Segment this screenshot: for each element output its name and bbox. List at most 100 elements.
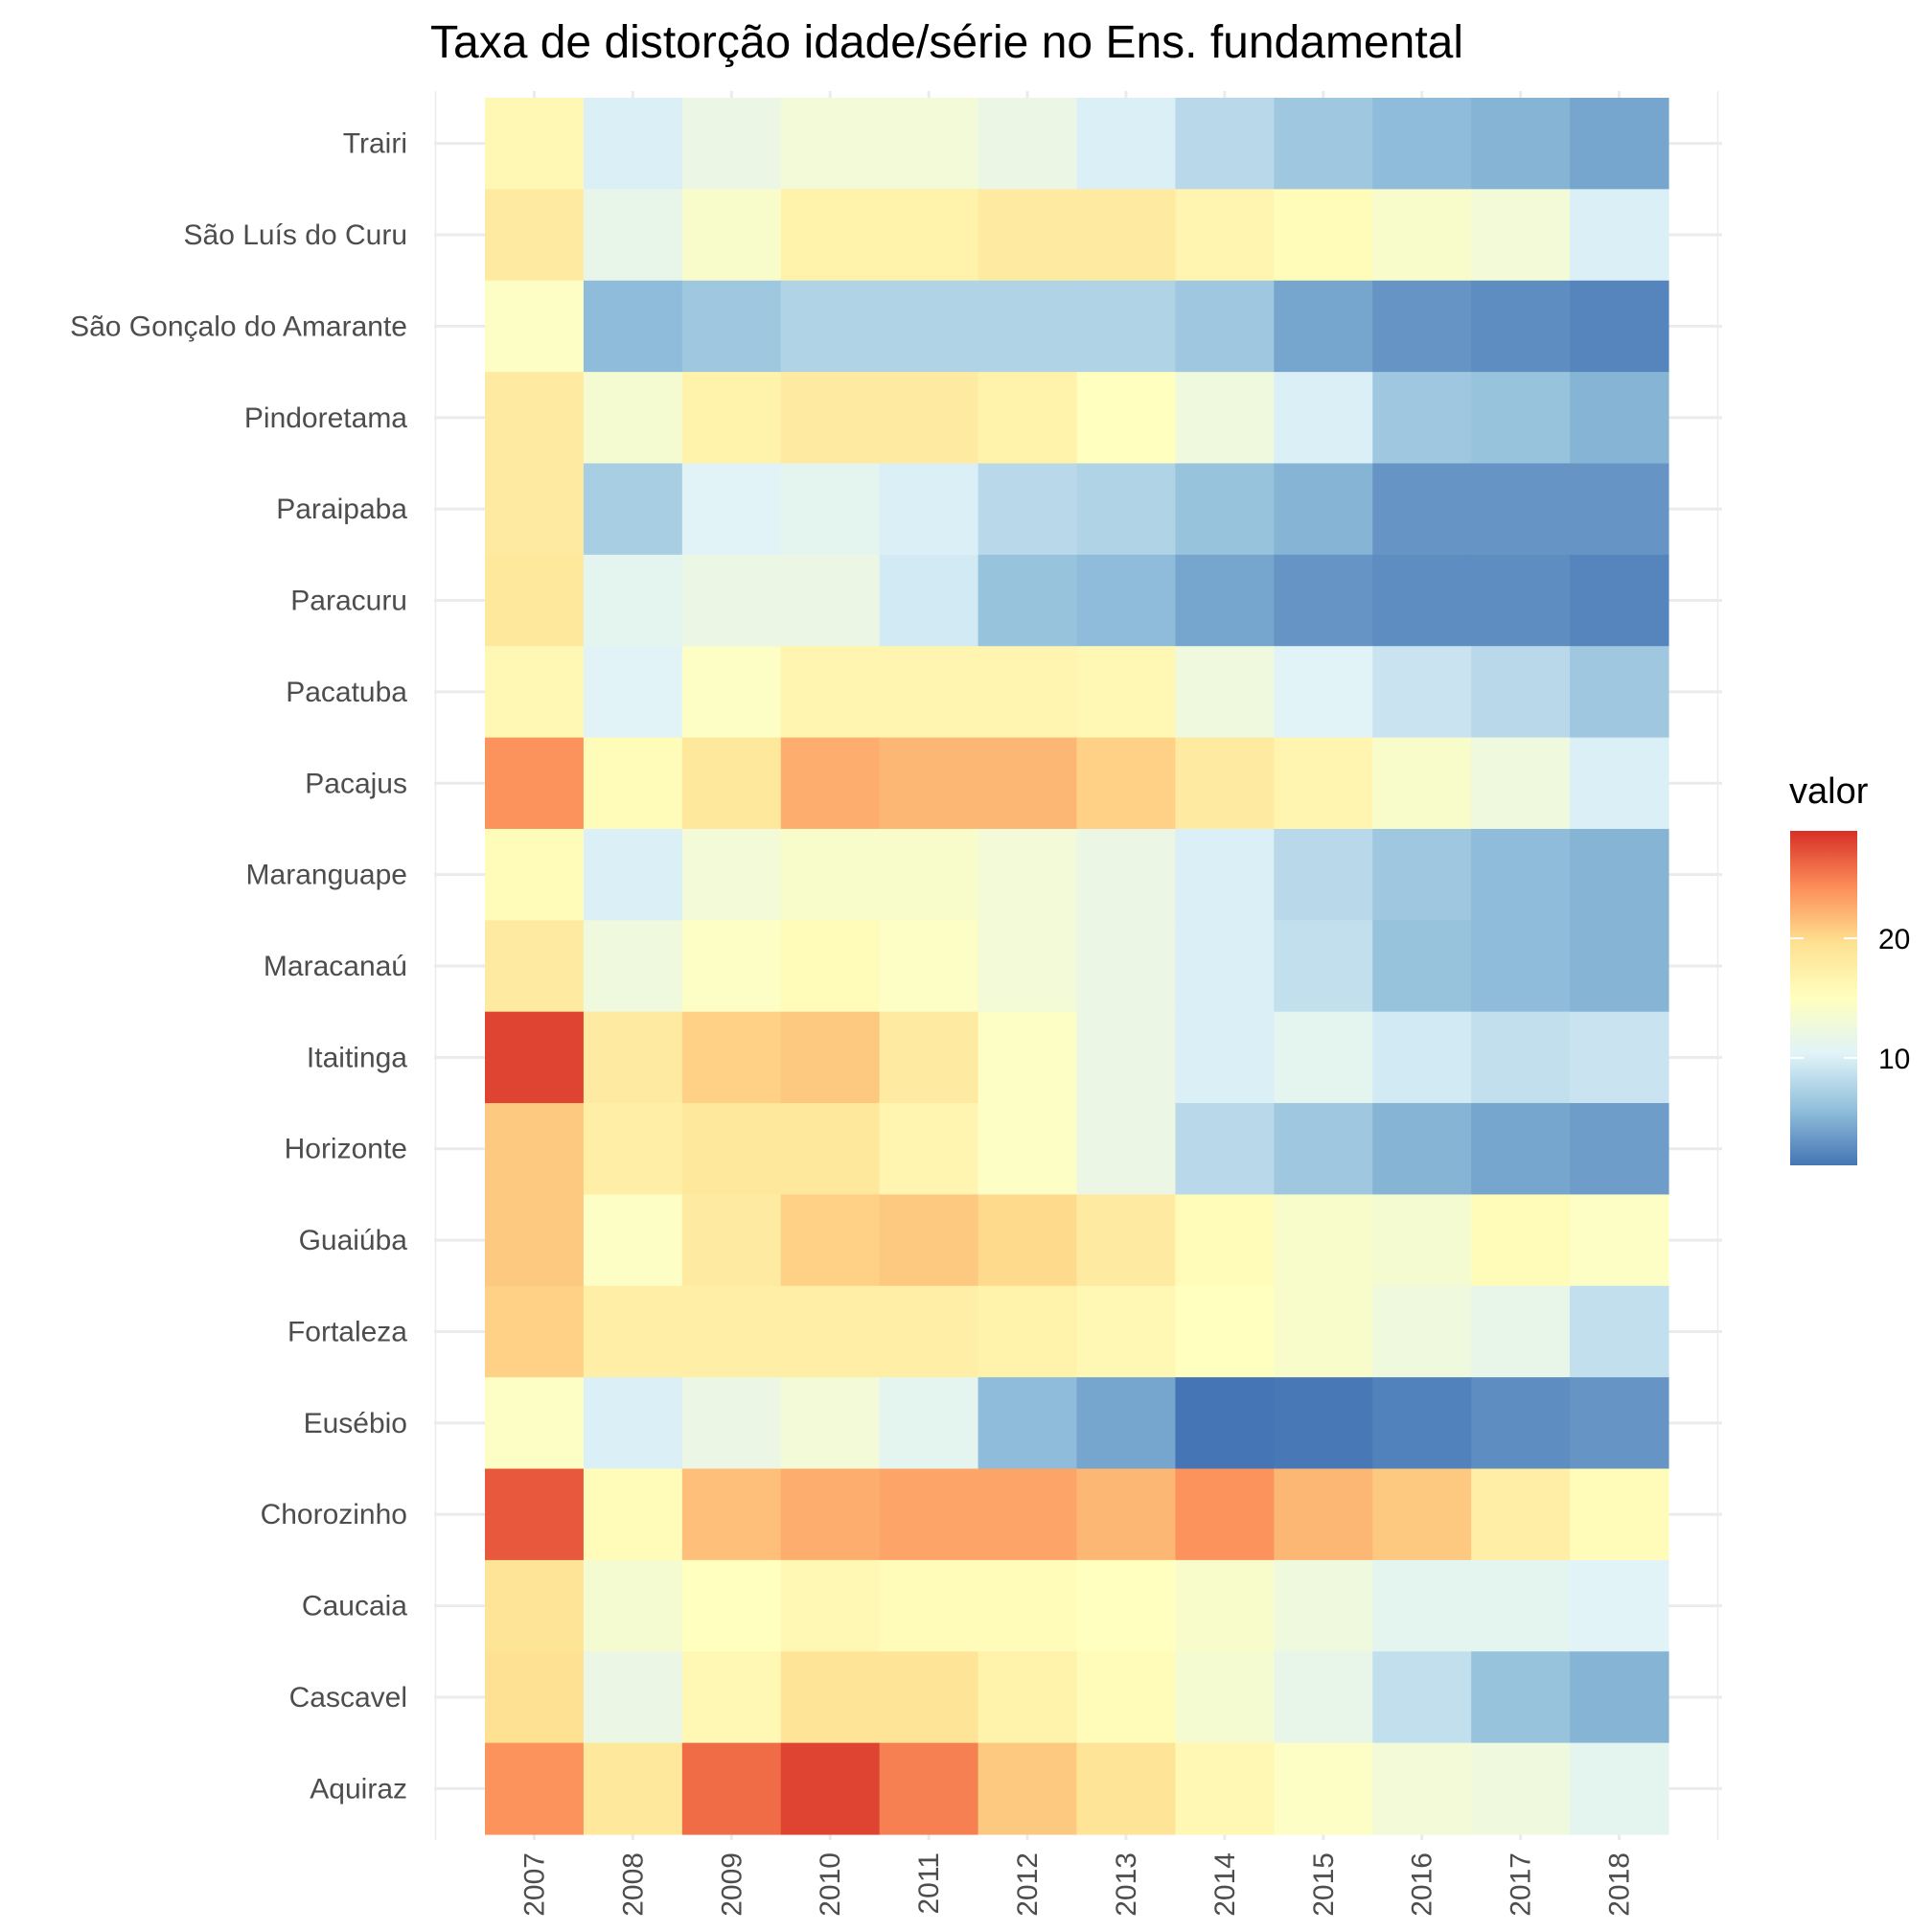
heatmap-cell-cascavel-2008 bbox=[583, 1651, 683, 1744]
heatmap-cell-itaitinga-2011 bbox=[879, 1011, 979, 1104]
heatmap-cell-itaitinga-2014 bbox=[1175, 1011, 1275, 1104]
heatmap-cell-pacajus-2014 bbox=[1175, 737, 1275, 830]
heatmap-cell-maranguape-2012 bbox=[978, 828, 1078, 921]
heatmap-cell-guaiuba-2017 bbox=[1471, 1194, 1571, 1287]
y-tick-label-chorozinho: Chorozinho bbox=[261, 1499, 407, 1530]
heatmap-cell-paraipaba-2012 bbox=[978, 463, 1078, 556]
heatmap-cell-aquiraz-2011 bbox=[879, 1742, 979, 1835]
heatmap-cell-maracanau-2007 bbox=[485, 920, 585, 1013]
heatmap-cell-maranguape-2017 bbox=[1471, 828, 1571, 921]
heatmap-cell-trairi-2018 bbox=[1570, 98, 1669, 190]
heatmap-cell-guaiuba-2010 bbox=[780, 1194, 881, 1287]
heatmap-cell-maracanau-2016 bbox=[1372, 920, 1472, 1013]
chart-title: Taxa de distorção idade/série no Ens. fu… bbox=[430, 17, 1463, 68]
heatmap-cell-sao-goncalo-do-amarante-2007 bbox=[485, 280, 585, 373]
legend-colorbar bbox=[1790, 831, 1857, 1165]
heatmap-cell-chorozinho-2018 bbox=[1570, 1468, 1669, 1561]
heatmap-cell-paraipaba-2017 bbox=[1471, 463, 1571, 556]
x-tick-label-2015: 2015 bbox=[1308, 1852, 1340, 1917]
heatmap-cell-pindoretama-2009 bbox=[681, 372, 782, 465]
heatmap-cell-fortaleza-2008 bbox=[583, 1285, 683, 1378]
y-tick-label-sao-luis-do-curu: São Luís do Curu bbox=[184, 219, 407, 251]
heatmap-cell-caucaia-2012 bbox=[978, 1559, 1078, 1652]
heatmap-cell-paracuru-2016 bbox=[1372, 554, 1472, 647]
x-tick-label-2007: 2007 bbox=[518, 1852, 550, 1917]
heatmap-cell-pindoretama-2008 bbox=[583, 372, 683, 465]
heatmap-cell-trairi-2012 bbox=[978, 98, 1078, 190]
heatmap-cell-maranguape-2010 bbox=[780, 828, 881, 921]
heatmap-cell-eusebio-2016 bbox=[1372, 1377, 1472, 1470]
heatmap-cell-maranguape-2014 bbox=[1175, 828, 1275, 921]
heatmap-cell-paraipaba-2016 bbox=[1372, 463, 1472, 556]
heatmap-cell-pindoretama-2016 bbox=[1372, 372, 1472, 465]
color-legend: valor 10 20 bbox=[1789, 771, 1910, 1165]
heatmap-cell-horizonte-2016 bbox=[1372, 1103, 1472, 1196]
heatmap-cell-pacatuba-2009 bbox=[681, 646, 782, 739]
heatmap-cell-paracuru-2007 bbox=[485, 554, 585, 647]
heatmap-cell-sao-luis-do-curu-2015 bbox=[1274, 189, 1373, 282]
y-tick-label-sao-goncalo-do-amarante: São Gonçalo do Amarante bbox=[70, 310, 407, 342]
legend-tick-label-20: 20 bbox=[1878, 924, 1910, 955]
heatmap-cell-sao-luis-do-curu-2009 bbox=[681, 189, 782, 282]
legend-tick-label-10: 10 bbox=[1878, 1044, 1910, 1075]
x-tick-label-2012: 2012 bbox=[1012, 1852, 1044, 1917]
heatmap-cell-pacatuba-2017 bbox=[1471, 646, 1571, 739]
y-tick-label-itaitinga: Itaitinga bbox=[307, 1042, 407, 1073]
heatmap-cell-fortaleza-2014 bbox=[1175, 1285, 1275, 1378]
x-tick-label-2009: 2009 bbox=[716, 1852, 748, 1917]
heatmap-cell-maranguape-2013 bbox=[1076, 828, 1177, 921]
heatmap-cell-maranguape-2009 bbox=[681, 828, 782, 921]
heatmap-cell-pindoretama-2010 bbox=[780, 372, 881, 465]
heatmap-cell-trairi-2011 bbox=[879, 98, 979, 190]
heatmap-cell-aquiraz-2016 bbox=[1372, 1742, 1472, 1835]
heatmap-cell-cascavel-2018 bbox=[1570, 1651, 1669, 1744]
heatmap-cell-pacajus-2015 bbox=[1274, 737, 1373, 830]
heatmap-cell-caucaia-2007 bbox=[485, 1559, 585, 1652]
heatmap-cell-cascavel-2014 bbox=[1175, 1651, 1275, 1744]
heatmap-cell-fortaleza-2016 bbox=[1372, 1285, 1472, 1378]
heatmap-cell-paraipaba-2015 bbox=[1274, 463, 1373, 556]
heatmap-cell-fortaleza-2017 bbox=[1471, 1285, 1571, 1378]
heatmap-cell-pacatuba-2015 bbox=[1274, 646, 1373, 739]
heatmap-cell-sao-goncalo-do-amarante-2010 bbox=[780, 280, 881, 373]
heatmap-cell-chorozinho-2012 bbox=[978, 1468, 1078, 1561]
heatmap-cell-sao-goncalo-do-amarante-2018 bbox=[1570, 280, 1669, 373]
heatmap-cell-eusebio-2007 bbox=[485, 1377, 585, 1470]
y-tick-label-eusebio: Eusébio bbox=[304, 1408, 407, 1439]
heatmap-cell-pacatuba-2010 bbox=[780, 646, 881, 739]
heatmap-cell-itaitinga-2009 bbox=[681, 1011, 782, 1104]
heatmap-cell-eusebio-2008 bbox=[583, 1377, 683, 1470]
heatmap-cell-maranguape-2015 bbox=[1274, 828, 1373, 921]
heatmap-cell-sao-luis-do-curu-2016 bbox=[1372, 189, 1472, 282]
heatmap-cell-chorozinho-2010 bbox=[780, 1468, 881, 1561]
heatmap-cell-aquiraz-2017 bbox=[1471, 1742, 1571, 1835]
heatmap-cell-trairi-2007 bbox=[485, 98, 585, 190]
heatmap-cell-guaiuba-2014 bbox=[1175, 1194, 1275, 1287]
heatmap-cell-trairi-2009 bbox=[681, 98, 782, 190]
heatmap-cell-maracanau-2017 bbox=[1471, 920, 1571, 1013]
heatmap-cell-maranguape-2016 bbox=[1372, 828, 1472, 921]
heatmap-cell-horizonte-2007 bbox=[485, 1103, 585, 1196]
heatmap-cell-sao-goncalo-do-amarante-2009 bbox=[681, 280, 782, 373]
heatmap-cell-sao-luis-do-curu-2008 bbox=[583, 189, 683, 282]
heatmap-cell-aquiraz-2013 bbox=[1076, 1742, 1177, 1835]
y-tick-label-maranguape: Maranguape bbox=[246, 860, 407, 891]
heatmap-cell-paracuru-2010 bbox=[780, 554, 881, 647]
heatmap-cell-pacatuba-2011 bbox=[879, 646, 979, 739]
heatmap-cell-trairi-2008 bbox=[583, 98, 683, 190]
x-tick-label-2013: 2013 bbox=[1111, 1852, 1142, 1917]
x-tick-label-2008: 2008 bbox=[617, 1852, 649, 1917]
heatmap-cell-itaitinga-2008 bbox=[583, 1011, 683, 1104]
heatmap-cell-horizonte-2009 bbox=[681, 1103, 782, 1196]
heatmap-cell-caucaia-2015 bbox=[1274, 1559, 1373, 1652]
heatmap-cell-itaitinga-2012 bbox=[978, 1011, 1078, 1104]
heatmap-cell-chorozinho-2013 bbox=[1076, 1468, 1177, 1561]
heatmap-cell-caucaia-2017 bbox=[1471, 1559, 1571, 1652]
heatmap-cell-pacajus-2010 bbox=[780, 737, 881, 830]
heatmap-cell-sao-goncalo-do-amarante-2017 bbox=[1471, 280, 1571, 373]
heatmap-cell-aquiraz-2009 bbox=[681, 1742, 782, 1835]
y-tick-label-paracuru: Paracuru bbox=[290, 586, 407, 617]
heatmap-cell-sao-goncalo-do-amarante-2012 bbox=[978, 280, 1078, 373]
heatmap-cell-aquiraz-2012 bbox=[978, 1742, 1078, 1835]
